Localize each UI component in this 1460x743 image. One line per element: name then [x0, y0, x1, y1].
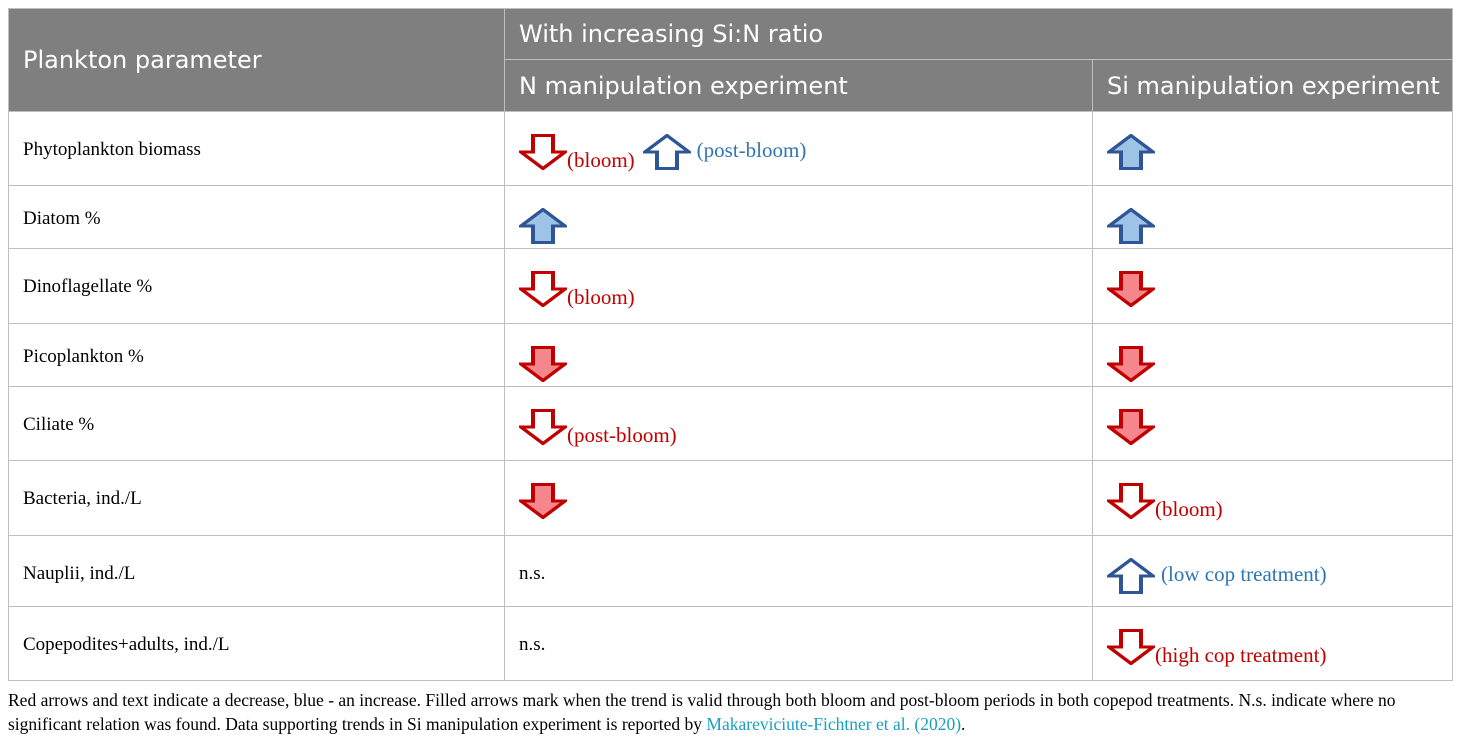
down-arrow-icon — [519, 134, 567, 170]
si-manipulation-cell: (bloom) — [1091, 460, 1454, 536]
si-manipulation-cell: (high cop treatment) — [1091, 606, 1454, 681]
down-arrow-icon — [1107, 271, 1155, 307]
n-manipulation-cell — [504, 460, 1093, 536]
parameter-cell: Diatom % — [8, 185, 505, 249]
si-manipulation-cell — [1091, 111, 1454, 186]
parameter-cell: Ciliate % — [8, 386, 505, 461]
parameter-cell: Picoplankton % — [8, 323, 505, 387]
trend-item — [1107, 409, 1155, 445]
trend-note: (bloom) — [1155, 497, 1223, 521]
header-plankton-parameter: Plankton parameter — [8, 8, 505, 112]
down-arrow-icon — [1107, 629, 1155, 665]
trend-item — [519, 346, 567, 382]
table-row: Diatom % — [8, 185, 1454, 249]
parameter-cell: Dinoflagellate % — [8, 248, 505, 324]
trend-item: (post-bloom) — [642, 134, 807, 170]
not-significant-label: n.s. — [519, 634, 546, 655]
trend-item — [1107, 346, 1155, 382]
down-arrow-icon — [1107, 483, 1155, 519]
table-row: Copepodites+adults, ind./L n.s. (high cop … — [8, 606, 1454, 681]
parameter-cell: Phytoplankton biomass — [8, 111, 505, 186]
reference-link[interactable]: Makareviciute-Fichtner et al. (2020) — [706, 714, 962, 734]
parameter-cell: Nauplii, ind./L — [8, 535, 505, 607]
trend-note: (post-bloom) — [567, 423, 677, 447]
n-manipulation-cell: (bloom) — [504, 248, 1093, 324]
table-row: Picoplankton % — [8, 323, 1454, 387]
header-si-manipulation: Si manipulation experiment — [1091, 59, 1454, 112]
down-arrow-icon — [519, 271, 567, 307]
trend-item: (post-bloom) — [519, 409, 677, 448]
footnote-text: Red arrows and text indicate a decrease,… — [8, 690, 1396, 734]
trend-item — [1107, 271, 1155, 307]
si-manipulation-cell — [1091, 386, 1454, 461]
trend-note: (post-bloom) — [696, 138, 807, 162]
down-arrow-icon — [519, 346, 567, 382]
up-arrow-icon — [519, 208, 567, 244]
not-significant-label: n.s. — [519, 563, 546, 584]
down-arrow-icon — [1107, 409, 1155, 445]
si-manipulation-cell — [1091, 185, 1454, 249]
si-manipulation-cell: (low cop treatment) — [1091, 535, 1454, 607]
n-manipulation-cell: (bloom) (post-bloom) — [504, 111, 1093, 186]
table-footnote: Red arrows and text indicate a decrease,… — [8, 688, 1456, 736]
table-row: Phytoplankton biomass (bloom) (post-bloom) — [8, 111, 1454, 186]
trend-item — [1107, 134, 1155, 170]
trend-item — [1107, 208, 1155, 244]
trend-note: (high cop treatment) — [1155, 643, 1327, 667]
results-table: Plankton parameter With increasing Si:N … — [8, 8, 1454, 681]
down-arrow-icon — [519, 483, 567, 519]
trend-item — [519, 483, 567, 519]
trend-note: (bloom) — [567, 285, 635, 309]
table-row: Nauplii, ind./L n.s. (low cop treatment) — [8, 535, 1454, 607]
n-manipulation-cell: (post-bloom) — [504, 386, 1093, 461]
n-manipulation-cell — [504, 185, 1093, 249]
down-arrow-icon — [519, 409, 567, 445]
trend-item: (low cop treatment) — [1107, 558, 1327, 594]
trend-item — [519, 208, 567, 244]
table-row: Ciliate % (post-bloom) — [8, 386, 1454, 461]
si-manipulation-cell — [1091, 323, 1454, 387]
si-manipulation-cell — [1091, 248, 1454, 324]
header-n-manipulation: N manipulation experiment — [504, 59, 1093, 112]
parameter-cell: Bacteria, ind./L — [8, 460, 505, 536]
down-arrow-icon — [1107, 346, 1155, 382]
trend-note: (low cop treatment) — [1161, 562, 1327, 586]
n-manipulation-cell: n.s. — [504, 535, 1093, 607]
up-arrow-icon — [1107, 134, 1155, 170]
table-row: Dinoflagellate % (bloom) — [8, 248, 1454, 324]
trend-item: (bloom) — [519, 134, 635, 173]
trend-item: (bloom) — [1107, 483, 1223, 522]
trend-note: (bloom) — [567, 148, 635, 172]
trend-item: (high cop treatment) — [1107, 629, 1326, 668]
n-manipulation-cell — [504, 323, 1093, 387]
up-arrow-icon — [1107, 558, 1155, 594]
up-arrow-icon — [642, 134, 691, 170]
header-group-si-n-ratio: With increasing Si:N ratio — [503, 8, 1454, 60]
n-manipulation-cell: n.s. — [504, 606, 1093, 681]
trend-item: (bloom) — [519, 271, 635, 310]
parameter-cell: Copepodites+adults, ind./L — [8, 606, 505, 681]
table-row: Bacteria, ind./L (bloom) — [8, 460, 1454, 536]
footnote-end: . — [961, 714, 966, 734]
up-arrow-icon — [1107, 208, 1155, 244]
